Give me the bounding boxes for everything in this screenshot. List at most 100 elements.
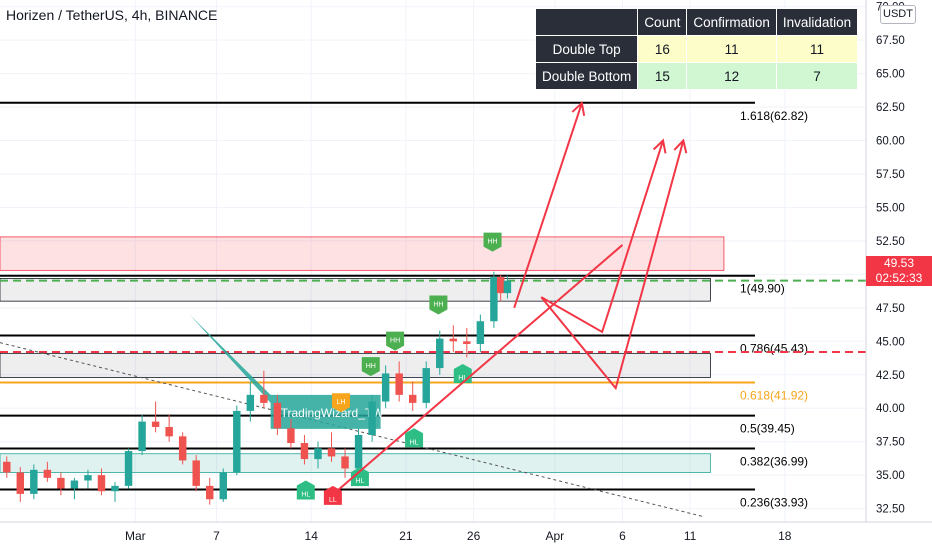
marker-shape xyxy=(429,295,448,315)
marker-shape xyxy=(323,485,342,505)
swing-marker-ll: LL xyxy=(323,485,342,505)
projection-arrowhead xyxy=(652,138,667,154)
candle-body xyxy=(436,338,444,369)
swing-marker-hh: HH xyxy=(361,357,380,377)
candle-body xyxy=(16,472,25,494)
candle-body xyxy=(476,321,485,344)
projection-path xyxy=(540,140,685,391)
currency-badge[interactable]: USDT xyxy=(880,5,916,24)
price-tick-label: 52.50 xyxy=(876,236,905,248)
price-tick-label: 65.00 xyxy=(876,69,905,81)
marker-shape xyxy=(331,393,350,413)
candle-body xyxy=(30,469,38,494)
candle-body xyxy=(503,280,512,294)
time-tick-label: 7 xyxy=(213,529,220,543)
swing-marker-lh: LH xyxy=(331,393,350,413)
fib-level-label: 0.618(41.92) xyxy=(740,389,808,403)
candle-body xyxy=(273,402,282,429)
price-tick-label: 35.00 xyxy=(876,470,905,482)
candle-body xyxy=(449,338,458,342)
time-tick-label: Mar xyxy=(125,529,146,543)
time-tick-label: Apr xyxy=(545,529,564,543)
projection-arrowhead xyxy=(571,101,586,117)
time-tick-label: 11 xyxy=(684,529,697,543)
stats-header-confirmation: Confirmation xyxy=(686,8,777,36)
marker-shape xyxy=(405,428,424,448)
candle-body xyxy=(490,277,498,322)
candle-body xyxy=(368,401,376,435)
double-bottom-invalidation: 7 xyxy=(775,62,859,90)
time-tick-label: 26 xyxy=(467,529,481,543)
price-tick-label: 45.00 xyxy=(876,336,905,348)
chart-title: Horizen / TetherUS, 4h, BINANCE xyxy=(6,7,218,23)
candle-body xyxy=(246,394,255,411)
candle-body xyxy=(124,451,133,486)
dashed-trendline xyxy=(0,342,704,518)
time-tick-label: 21 xyxy=(399,529,413,543)
price-tick-label: 32.50 xyxy=(876,504,905,516)
candle-body xyxy=(57,477,65,489)
candle-body xyxy=(408,394,417,403)
candle-body xyxy=(111,485,119,492)
candle-body xyxy=(496,277,505,294)
price-tick-label: 57.50 xyxy=(876,169,905,181)
zone-mid xyxy=(0,352,711,378)
fib-level-label: 0.236(33.93) xyxy=(740,495,808,509)
fib-level-label: 1.618(62.82) xyxy=(740,109,808,123)
stats-row-label-double-bottom: Double Bottom xyxy=(534,62,639,90)
marker-shape xyxy=(483,232,502,252)
swing-marker-hh: HH xyxy=(386,331,405,351)
marker-label: HL xyxy=(355,478,364,485)
fib-level-label: 1(49.90) xyxy=(740,282,785,296)
projection-arrowhead xyxy=(673,138,688,154)
projection-path xyxy=(513,102,583,309)
swing-marker-hh: HH xyxy=(429,295,448,315)
time-tick-label: 18 xyxy=(778,529,792,543)
stats-row-label-double-top: Double Top xyxy=(534,35,639,63)
candle-body xyxy=(341,456,349,469)
marker-label: HH xyxy=(433,302,443,309)
price-tick-label: 62.50 xyxy=(876,102,905,114)
marker-label: LL xyxy=(329,497,337,504)
price-tick-label: 67.50 xyxy=(876,35,905,47)
double-bottom-confirmation: 12 xyxy=(686,62,777,90)
swing-marker-hh: HH xyxy=(483,232,502,252)
marker-shape xyxy=(386,331,405,351)
marker-label: HH xyxy=(487,239,497,246)
candle-body xyxy=(3,461,11,473)
marker-shape xyxy=(361,357,380,377)
double-top-invalidation: 11 xyxy=(775,35,859,63)
candle-body xyxy=(84,475,92,481)
candle-body xyxy=(219,472,227,500)
marker-label: HL xyxy=(301,492,310,499)
bar-countdown-label: 02:52:33 xyxy=(866,271,932,286)
fib-level-label: 0.382(36.99) xyxy=(740,455,808,469)
candle-body xyxy=(97,475,106,492)
swing-marker-hl: HL xyxy=(405,428,424,448)
candle-body xyxy=(260,394,268,403)
swing-marker-hl: HL xyxy=(350,467,369,487)
candle-body xyxy=(192,460,200,486)
candle-body xyxy=(138,421,146,452)
price-tick-label: 37.50 xyxy=(876,437,905,449)
swing-marker-hl: HL xyxy=(296,480,315,500)
uptrend-line xyxy=(337,244,624,491)
stats-header-count: Count xyxy=(637,8,688,36)
stats-header-invalidation: Invalidation xyxy=(775,8,859,36)
candle-body xyxy=(233,410,241,473)
candle-body xyxy=(206,485,214,500)
double-top-count: 16 xyxy=(637,35,688,63)
candle-body xyxy=(70,480,79,489)
fib-level-label: 0.5(39.45) xyxy=(740,422,795,436)
candle-body xyxy=(314,448,322,460)
zone-supply xyxy=(0,277,711,302)
marker-label: HL xyxy=(458,375,467,382)
candle-body xyxy=(463,341,471,344)
price-tick-label: 60.00 xyxy=(876,136,905,148)
time-tick-label: 14 xyxy=(305,529,319,543)
marker-shape xyxy=(296,480,315,500)
candle-body xyxy=(300,443,309,460)
candle-body xyxy=(287,428,295,444)
fib-level-label: 0.786(45.43) xyxy=(740,342,808,356)
time-tick-label: 6 xyxy=(619,529,626,543)
